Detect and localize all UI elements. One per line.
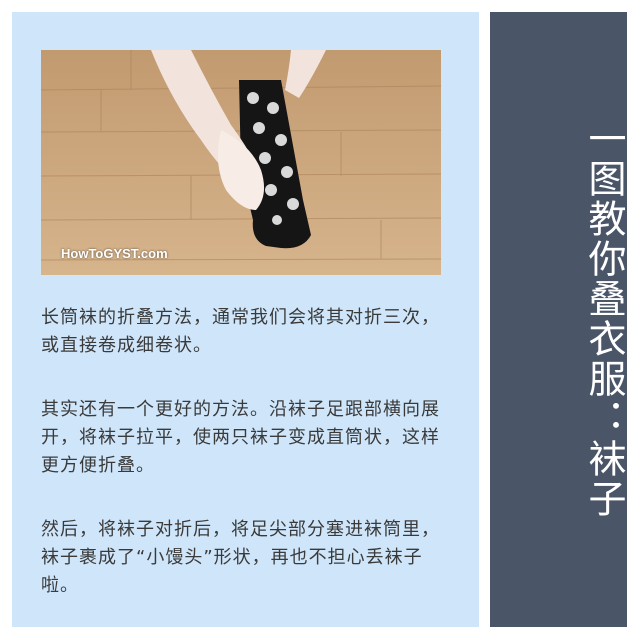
page-title: 一图教你叠衣服：袜子	[582, 119, 626, 519]
paragraph-3: 然后，将袜子对折后，将足尖部分塞进袜筒里，袜子裹成了“小馒头”形状，再也不担心丢…	[41, 519, 440, 596]
photo-watermark: HowToGYST.com	[61, 246, 168, 261]
paragraph-1: 长筒袜的折叠方法，通常我们会将其对折三次，或直接卷成细卷状。	[41, 307, 440, 356]
sock-folding-photo: HowToGYST.com	[41, 50, 441, 275]
title-panel: 一图教你叠衣服：袜子	[490, 12, 627, 627]
content-panel: HowToGYST.com 长筒袜的折叠方法，通常我们会将其对折三次，或直接卷成…	[12, 12, 479, 627]
paragraph-2: 其实还有一个更好的方法。沿袜子足跟部横向展开，将袜子拉平，使两只袜子变成直筒状，…	[41, 399, 440, 476]
photo-illustration	[41, 50, 441, 275]
